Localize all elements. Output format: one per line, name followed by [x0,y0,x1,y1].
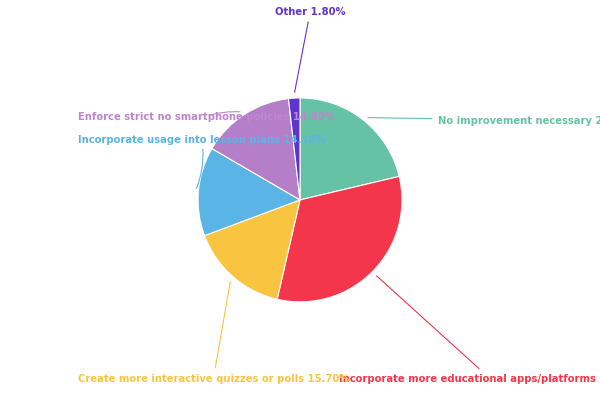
Text: Incorporate more educational apps/platforms 32.30%: Incorporate more educational apps/platfo… [339,276,600,383]
Text: Incorporate usage into lesson plans 14.10%: Incorporate usage into lesson plans 14.1… [78,135,325,189]
Wedge shape [277,177,402,302]
Text: Enforce strict no smartphone policies 14.80%: Enforce strict no smartphone policies 14… [78,112,335,122]
Wedge shape [198,149,300,236]
Text: Create more interactive quizzes or polls 15.70%: Create more interactive quizzes or polls… [78,282,349,383]
Text: Other 1.80%: Other 1.80% [275,7,346,93]
Wedge shape [289,99,300,200]
Wedge shape [212,99,300,200]
Wedge shape [205,200,300,299]
Text: No improvement necessary 21.30%: No improvement necessary 21.30% [368,116,600,126]
Wedge shape [300,99,399,200]
